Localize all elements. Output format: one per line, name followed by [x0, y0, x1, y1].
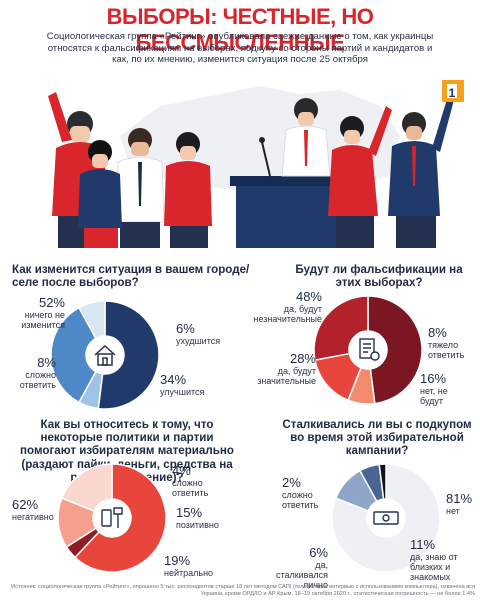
donut-chart-bribery — [331, 463, 441, 573]
page-title: ВЫБОРЫ: ЧЕСТНЫЕ, НО БЕССМЫСЛЕННЫЕ — [106, 4, 374, 55]
question-bribery: Сталкивались ли вы с подкупом во время э… — [282, 418, 472, 458]
donut-segment-2-3 — [60, 463, 113, 512]
label-neytralno: 19% нейтрально — [164, 553, 214, 579]
label-tyazhelo-otvetit: 8% тяжело ответить — [428, 325, 465, 361]
podium — [230, 137, 352, 248]
label-net: 81% нет — [446, 491, 473, 517]
candidates-group — [281, 80, 464, 248]
label-slozhno-otvetit-3: 4% сложно ответить — [172, 463, 209, 499]
donut-chart-city-change — [50, 300, 160, 410]
document-stamp-icon — [359, 338, 380, 361]
money-bill-icon — [373, 511, 399, 525]
label-slozhno-otvetit-1: 8% сложно ответить — [19, 355, 56, 391]
house-icon — [94, 344, 116, 366]
label-neznachitelnye: 48% да, будут незначительные — [253, 289, 322, 325]
label-znayu-ot-blizkih: 11% да, знаю от близких и знакомых — [410, 537, 458, 583]
label-pozitivno: 15% позитивно — [176, 505, 219, 531]
source-footnote: Источник: социологическая группа «Рейтин… — [11, 584, 475, 597]
question-falsification: Будут ли фальсификации на этих выборах? — [295, 263, 463, 290]
label-uluchshitsya: 34% улучшится — [160, 372, 205, 398]
label-uhudshitsya: 6% ухудшится — [176, 321, 221, 347]
label-znachitelnye: 28% да, будут значительные — [257, 351, 316, 387]
label-ne-budut: 16% нет, не будут — [420, 371, 448, 407]
label-stalkivalsya-lichno: 6% да, сталкивался лично — [275, 545, 328, 591]
label-ne-izmenitsya: 52% ничего не изменится — [21, 295, 65, 331]
question-city-change: Как изменится ситуация в вашем городе/се… — [12, 263, 250, 290]
repair-tools-icon — [101, 507, 123, 528]
donut-chart-falsification — [313, 295, 423, 405]
crowd-figures — [48, 92, 212, 248]
donut-chart-material-help — [57, 463, 167, 573]
page-subtitle: Социологическая группа «Рейтинг» опублик… — [46, 31, 434, 66]
label-slozhno-otvetit-4: 2% сложно ответить — [282, 475, 319, 511]
voters-illustration: 1 — [0, 80, 480, 252]
label-negativno: 62% негативно — [12, 497, 54, 523]
sign-number: 1 — [449, 86, 456, 100]
